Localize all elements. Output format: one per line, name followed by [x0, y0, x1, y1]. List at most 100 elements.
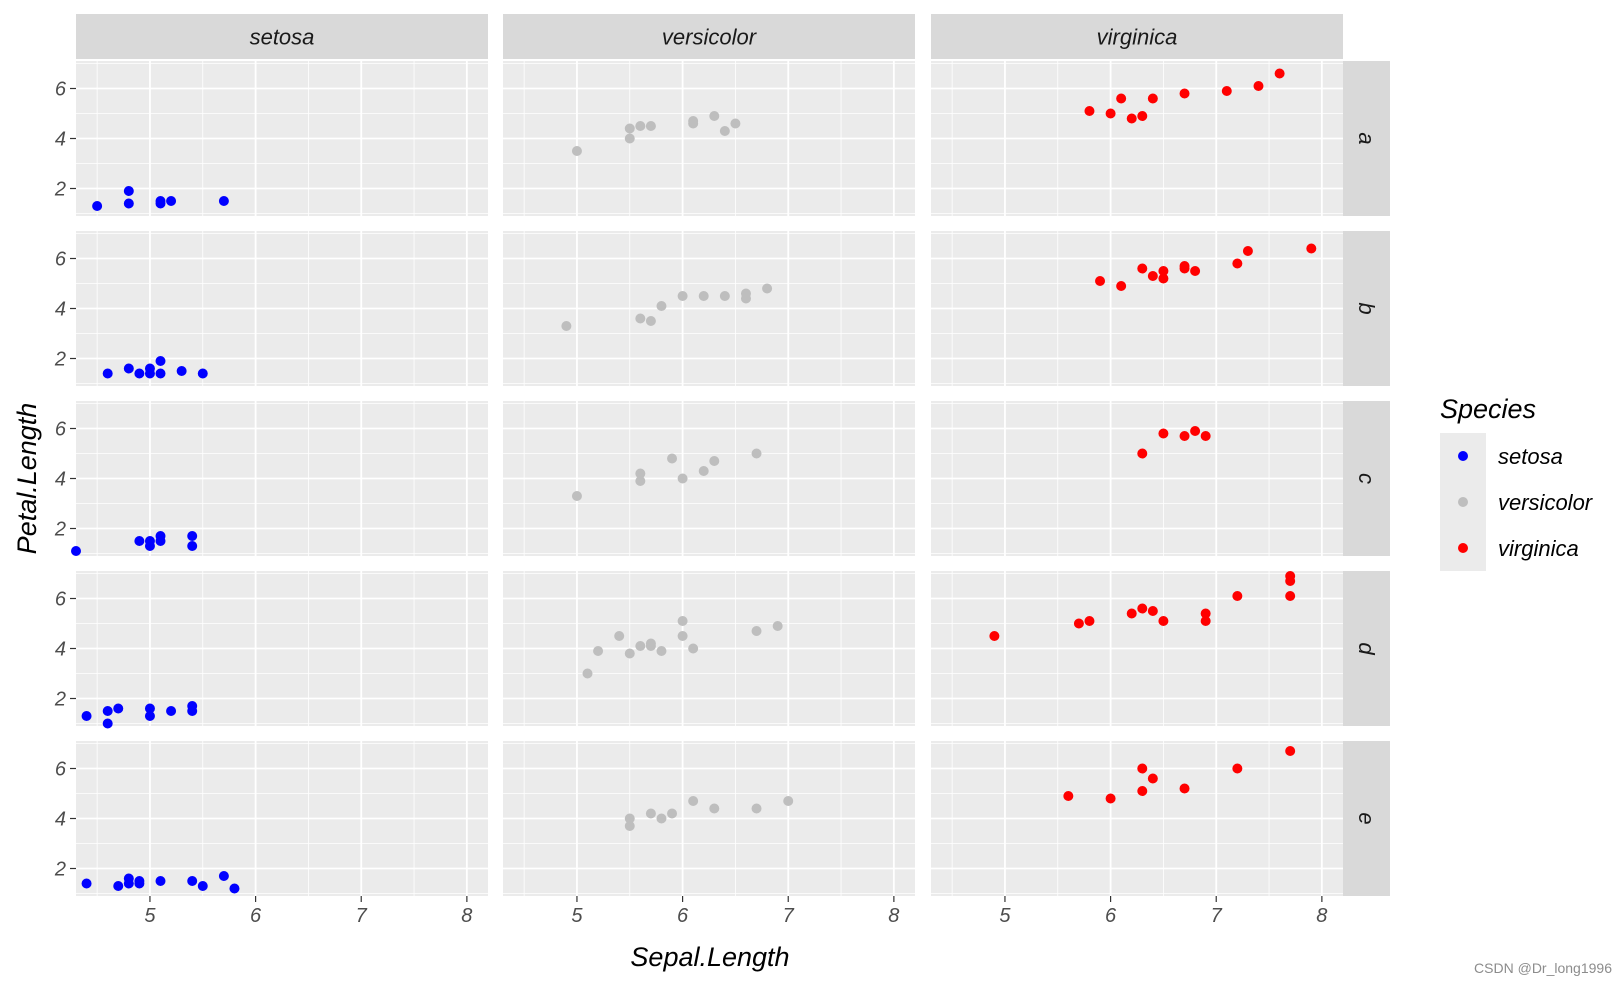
strip-row-c: [1343, 401, 1390, 556]
data-point: [144, 703, 155, 714]
data-point: [1285, 746, 1296, 756]
legend-symbol-virginica: [1458, 543, 1468, 553]
data-point: [166, 196, 177, 206]
data-point: [81, 878, 92, 889]
panel-d-virginica: [931, 571, 1343, 726]
data-point: [667, 808, 678, 819]
data-point: [144, 541, 155, 551]
data-point: [1274, 68, 1285, 79]
data-point: [709, 111, 720, 121]
panel-d-versicolor: [503, 571, 915, 726]
data-point: [155, 198, 166, 209]
panel-b-versicolor: [503, 231, 915, 386]
strip-col-setosa: [76, 14, 488, 59]
y-axis-title: Petal.Length: [12, 403, 42, 555]
data-point: [688, 118, 699, 129]
y-tick-label: 2: [54, 689, 66, 711]
x-tick-label: 8: [1316, 905, 1327, 927]
data-point: [155, 876, 166, 886]
panel-b-virginica: [931, 231, 1343, 386]
data-point: [187, 706, 198, 716]
data-point: [624, 821, 635, 831]
data-point: [123, 363, 134, 374]
data-point: [134, 878, 145, 889]
x-tick-label: 7: [1211, 905, 1223, 927]
y-tick-label: 2: [54, 519, 66, 541]
data-point: [571, 491, 582, 501]
y-tick-label: 6: [55, 79, 67, 101]
data-point: [656, 646, 667, 656]
data-point: [1158, 616, 1169, 626]
y-tick-label: 4: [55, 469, 66, 491]
data-point: [1073, 618, 1084, 629]
data-point: [645, 121, 656, 131]
data-point: [1158, 273, 1169, 284]
strip-row-e: [1343, 741, 1390, 896]
x-tick-label: 8: [888, 905, 899, 927]
strip-label-e: e: [1354, 812, 1379, 824]
data-point: [740, 293, 751, 304]
data-point: [645, 316, 656, 326]
panel-a-setosa: [76, 61, 488, 216]
data-point: [1084, 616, 1095, 626]
strip-col-virginica: [931, 14, 1343, 59]
axes-layer: 2 4 6 2 4 6 2 4 6 2 4 6 2 4 6 5 6 7 8 5 6 7 8 5 6 7 8 Sepal.Length P…: [12, 79, 1327, 973]
data-point: [123, 186, 134, 196]
data-point: [102, 368, 113, 379]
data-point: [1232, 591, 1243, 601]
data-point: [1179, 88, 1190, 99]
data-point: [1200, 431, 1211, 441]
data-point: [176, 366, 187, 376]
data-point: [772, 621, 783, 631]
y-tick-label: 2: [54, 179, 66, 201]
data-point: [698, 466, 709, 476]
x-tick-label: 5: [999, 905, 1011, 927]
data-point: [144, 368, 155, 379]
data-point: [751, 803, 762, 814]
data-point: [102, 706, 113, 716]
data-point: [677, 291, 688, 301]
data-point: [635, 468, 646, 479]
data-point: [1116, 93, 1127, 104]
data-point: [1200, 608, 1211, 619]
y-tick-label: 4: [55, 639, 66, 661]
data-point: [719, 291, 730, 301]
data-point: [1253, 81, 1264, 91]
data-point: [218, 871, 229, 881]
data-point: [635, 476, 646, 486]
legend-label-virginica: virginica: [1498, 536, 1579, 561]
data-point: [123, 878, 134, 889]
panel-c-versicolor: [503, 401, 915, 556]
legend-label-setosa: setosa: [1498, 444, 1563, 469]
data-point: [1285, 576, 1296, 586]
data-point: [1242, 246, 1253, 256]
data-point: [624, 648, 635, 659]
data-point: [1105, 793, 1116, 804]
y-tick-label: 4: [55, 129, 66, 151]
panels-layer: setosa versicolor virginica a b c d e: [71, 14, 1390, 896]
panel-e-versicolor: [503, 741, 915, 896]
data-point: [624, 133, 635, 144]
data-point: [1190, 426, 1201, 436]
data-point: [1158, 266, 1169, 276]
data-point: [635, 641, 646, 651]
strip-label-a: a: [1354, 132, 1379, 144]
strip-label-c: c: [1354, 473, 1379, 484]
data-point: [762, 283, 773, 294]
data-point: [1126, 608, 1137, 619]
data-point: [688, 643, 699, 654]
data-point: [561, 321, 572, 331]
data-point: [645, 641, 656, 651]
data-point: [1221, 86, 1232, 96]
data-point: [989, 631, 1000, 641]
panel-e-virginica: [931, 741, 1343, 896]
x-tick-label: 5: [144, 905, 156, 927]
data-point: [1105, 108, 1116, 119]
data-point: [1147, 271, 1158, 281]
data-point: [187, 531, 198, 541]
x-tick-label: 7: [356, 905, 368, 927]
data-point: [1232, 763, 1243, 774]
data-point: [698, 291, 709, 301]
data-point: [1147, 93, 1158, 104]
data-point: [582, 668, 593, 679]
